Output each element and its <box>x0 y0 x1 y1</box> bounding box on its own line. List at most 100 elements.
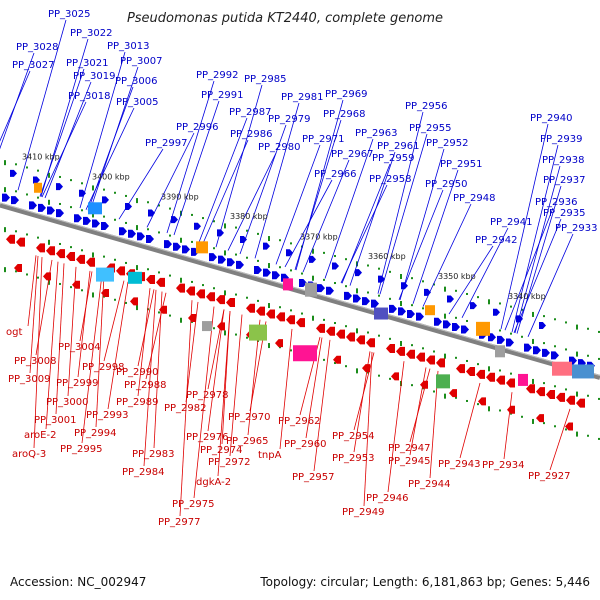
tick-mark <box>488 406 490 412</box>
forward-gene-arrow <box>164 240 172 249</box>
forward-gene-label: PP_3007 <box>120 56 163 67</box>
reverse-gene-arrow <box>206 292 215 302</box>
reverse-gene-label: PP_2990 <box>116 367 159 378</box>
reverse-label-connector <box>29 255 39 374</box>
forward-gene-label: PP_3025 <box>48 9 91 20</box>
reverse-gene-arrow <box>326 326 335 336</box>
forward-gene-arrow <box>10 169 17 177</box>
forward-gene-label: PP_2948 <box>453 193 496 204</box>
forward-gene-arrow <box>401 282 408 290</box>
forward-label-connector <box>39 68 85 197</box>
map-title: Pseudomonas putida KT2440, complete geno… <box>127 11 443 26</box>
tick-mark <box>466 292 468 295</box>
reverse-gene-arrow <box>196 289 205 299</box>
tick-mark <box>224 250 226 256</box>
reverse-gene-arrow <box>396 346 405 356</box>
reverse-gene-arrow <box>14 264 22 273</box>
reverse-gene-label: PP_3001 <box>34 415 77 426</box>
tick-mark <box>235 293 237 296</box>
tick-mark <box>576 431 578 437</box>
feature-block <box>476 321 490 336</box>
forward-gene-arrow <box>362 297 370 306</box>
forward-gene-arrow <box>227 258 235 267</box>
reverse-gene-arrow <box>296 318 305 328</box>
tick-mark <box>323 278 325 281</box>
reverse-gene-arrow <box>486 372 495 382</box>
tick-mark <box>169 274 171 277</box>
forward-gene-label: PP_3005 <box>116 97 159 108</box>
tick-mark <box>323 251 325 254</box>
feature-block <box>374 307 388 320</box>
reverse-gene-arrow <box>406 349 415 359</box>
tick-mark <box>279 346 281 349</box>
tick-mark <box>499 369 501 372</box>
forward-gene-arrow <box>461 325 469 334</box>
feature-block <box>552 361 572 376</box>
forward-gene-arrow <box>33 176 40 184</box>
tick-mark <box>378 294 380 297</box>
tick-mark <box>411 277 413 280</box>
forward-label-connector <box>275 144 321 265</box>
tick-mark <box>103 215 105 218</box>
reverse-gene-arrow <box>176 283 185 293</box>
reverse-gene-arrow <box>336 329 345 339</box>
tick-mark <box>433 350 435 353</box>
tick-mark <box>301 272 303 275</box>
tick-mark <box>444 353 446 359</box>
forward-label-connector <box>412 169 459 304</box>
feature-block <box>572 364 594 379</box>
reverse-gene-label: PP_2976 <box>186 432 229 443</box>
tick-mark <box>422 347 424 350</box>
forward-gene-arrow <box>447 295 454 303</box>
forward-gene-arrow <box>74 214 82 223</box>
forward-gene-label: PP_2935 <box>543 208 586 219</box>
reverse-gene-arrow <box>356 335 365 345</box>
forward-gene-label: PP_2969 <box>325 89 368 100</box>
reverse-gene-arrow <box>217 322 225 331</box>
tick-mark <box>389 297 391 300</box>
tick-mark <box>433 283 435 286</box>
reverse-gene-arrow <box>159 305 167 314</box>
reverse-gene-arrow <box>116 266 125 276</box>
tick-mark <box>455 289 457 292</box>
reverse-gene-arrow <box>226 297 235 307</box>
forward-gene-label: PP_2968 <box>323 109 366 120</box>
tick-mark <box>455 396 457 399</box>
reverse-label-connector <box>409 368 431 443</box>
tick-mark <box>378 374 380 377</box>
forward-gene-arrow <box>128 229 136 238</box>
forward-label-connector <box>448 245 494 315</box>
tick-mark <box>334 322 336 325</box>
tick-mark <box>565 348 567 351</box>
tick-mark <box>136 225 138 231</box>
tick-mark <box>598 397 600 400</box>
reverse-gene-arrow <box>386 343 395 353</box>
reverse-label-connector <box>217 311 231 477</box>
forward-gene-arrow <box>344 291 352 300</box>
tick-mark <box>235 253 237 256</box>
tick-mark <box>147 228 149 231</box>
tick-mark <box>103 295 105 298</box>
forward-gene-arrow <box>326 286 334 295</box>
tick-mark <box>114 298 116 301</box>
forward-gene-arrow <box>506 338 514 347</box>
tick-mark <box>235 333 237 336</box>
forward-label-connector <box>500 123 549 330</box>
forward-gene-label: PP_3018 <box>68 91 111 102</box>
tick-mark <box>48 172 50 178</box>
feature-block <box>305 282 317 297</box>
forward-gene-arrow <box>240 236 247 243</box>
tick-mark <box>279 239 281 242</box>
tick-mark <box>532 378 534 384</box>
feature-block <box>202 321 212 332</box>
forward-gene-label: PP_2967 <box>331 149 374 160</box>
tick-mark <box>356 368 358 374</box>
forward-gene-label: PP_3013 <box>107 41 150 52</box>
topology-text: Topology: circular; Length: 6,181,863 bp… <box>260 575 590 589</box>
tick-mark <box>598 357 600 360</box>
forward-gene-arrow <box>378 275 385 283</box>
tick-mark <box>312 315 314 321</box>
reverse-gene-arrow <box>346 332 355 342</box>
reverse-label-connector <box>27 255 37 327</box>
reverse-gene-label: PP_2957 <box>292 472 335 483</box>
